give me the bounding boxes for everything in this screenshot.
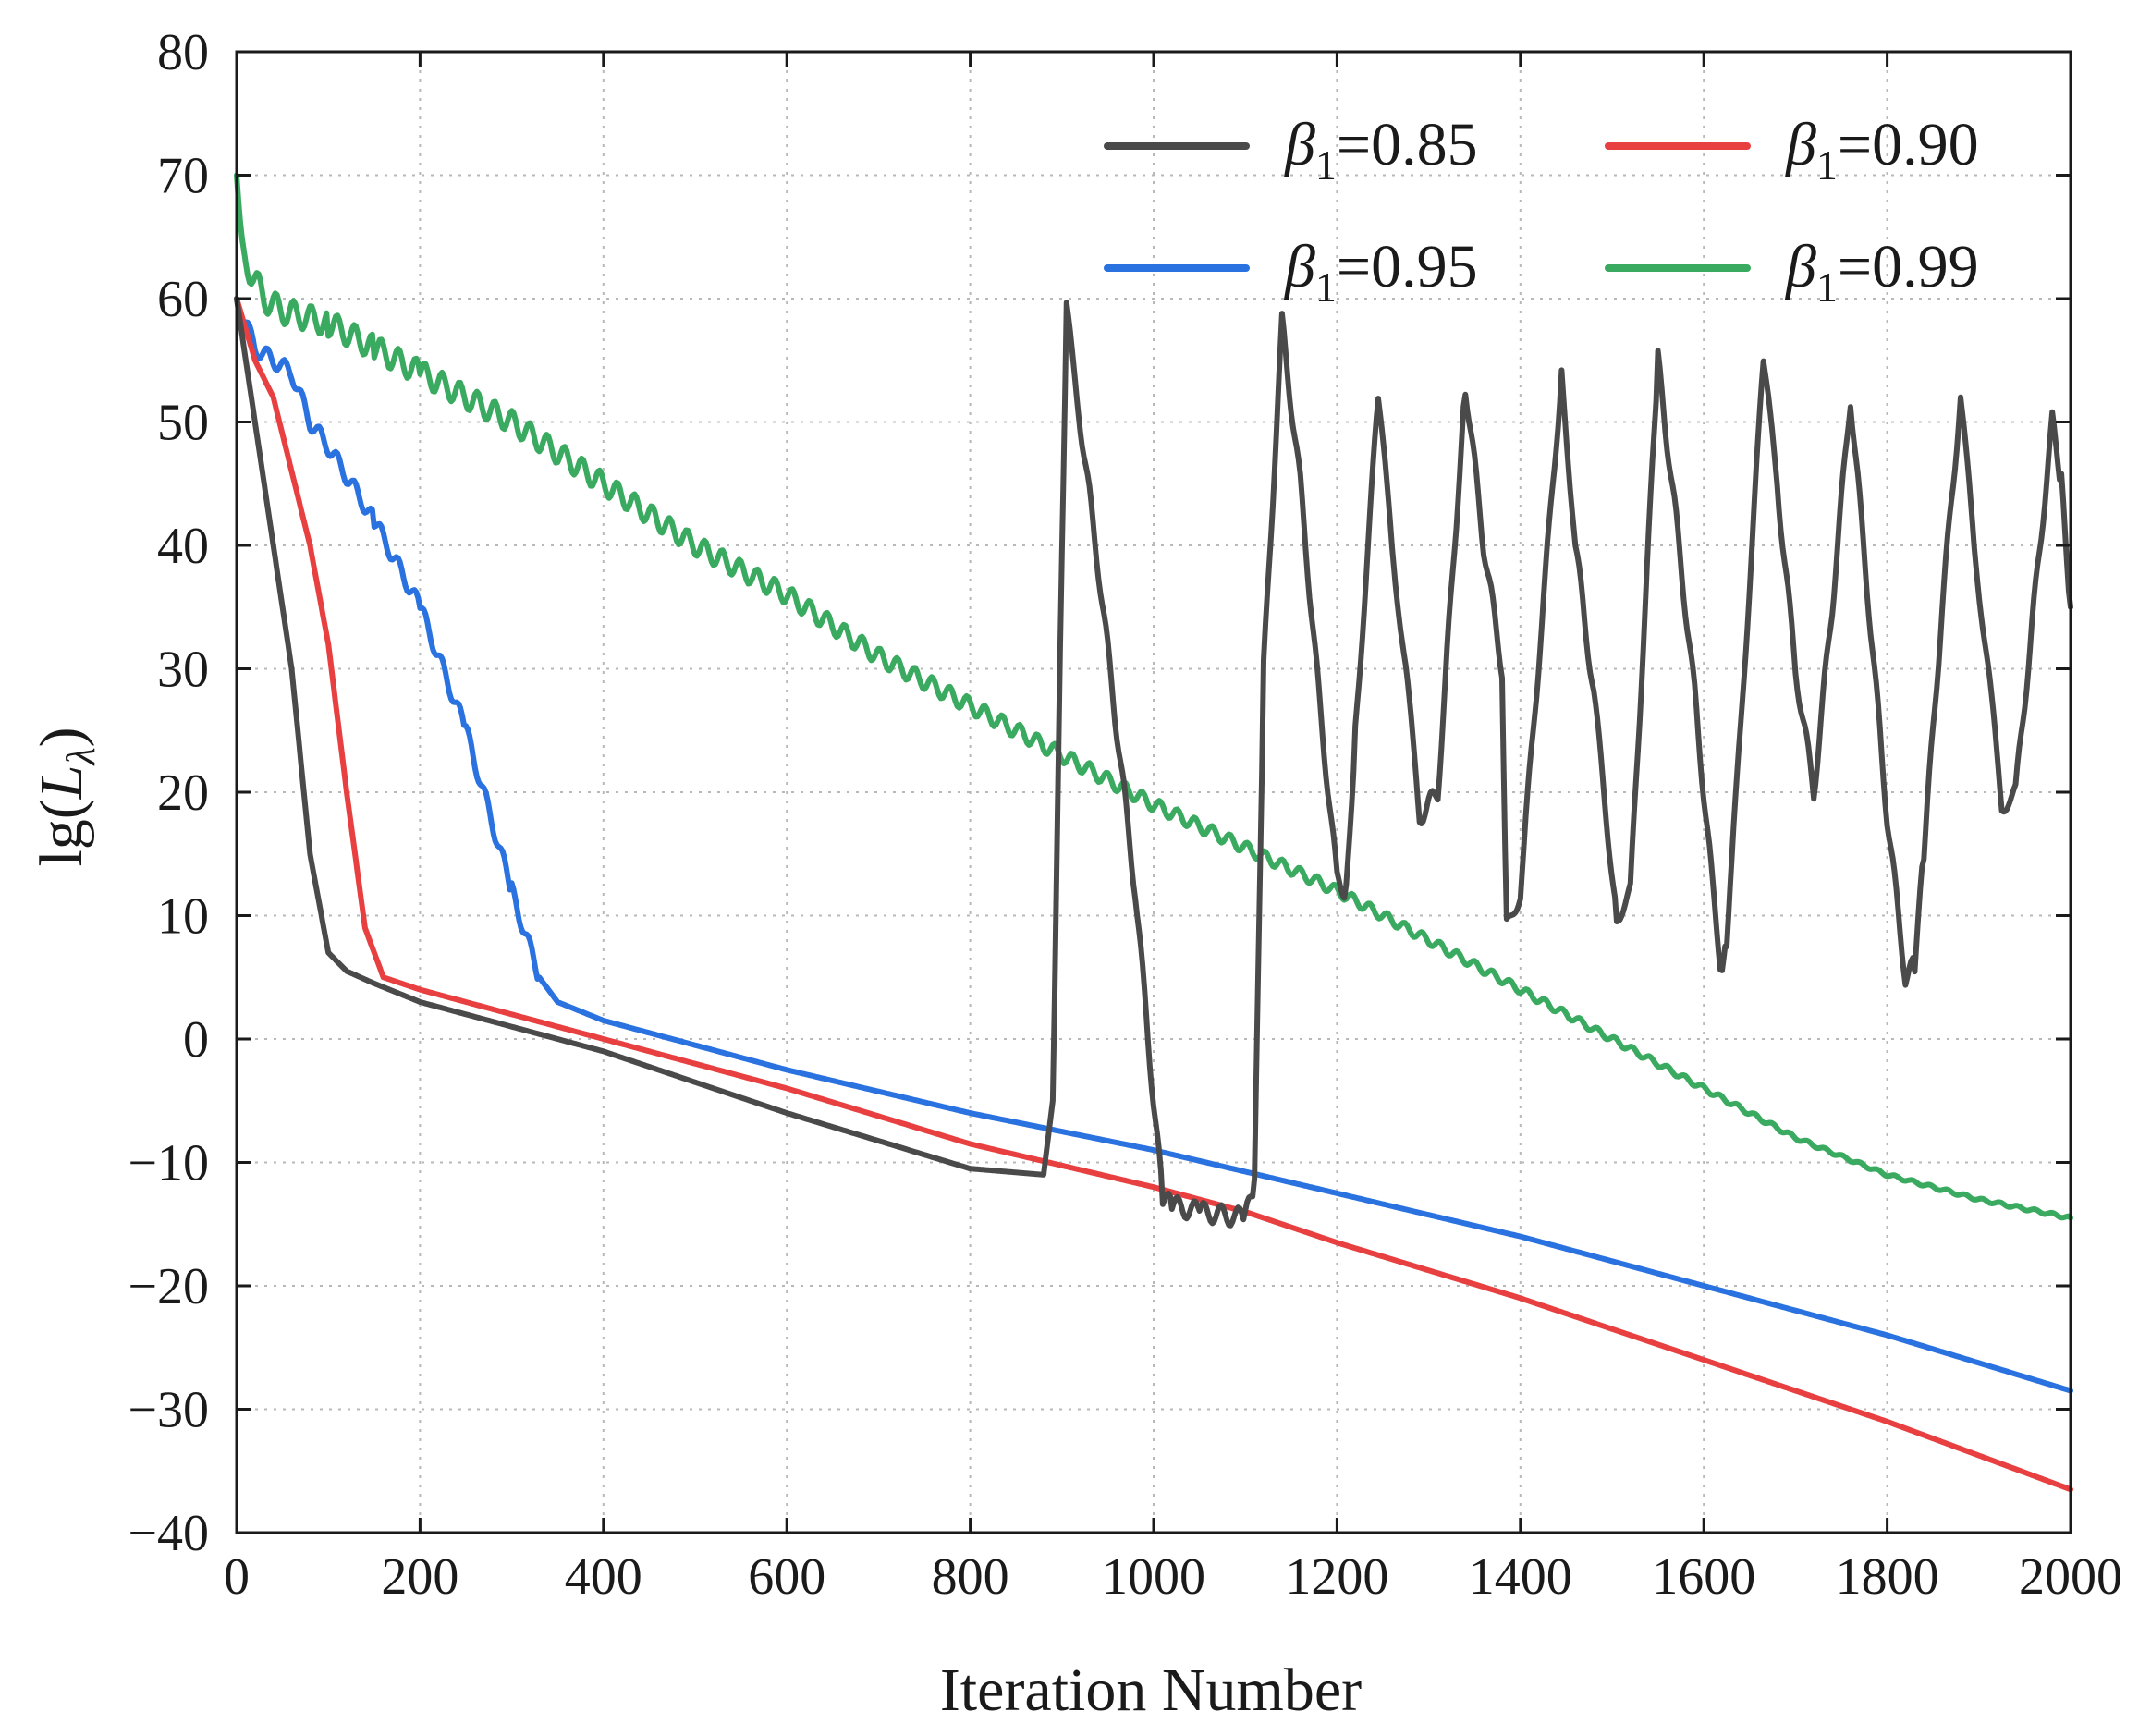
axis-ticks: [235, 50, 2072, 1534]
y-tick-label: 40: [157, 518, 209, 575]
y-tick-label: 20: [157, 764, 209, 822]
legend-item-1: β1=0.85: [1104, 111, 1478, 189]
legend-item-4: β1=0.99: [1605, 233, 1979, 311]
legend-label: β1=0.95: [1283, 233, 1478, 311]
legend-label: β1=0.90: [1784, 111, 1979, 189]
y-tick-labels: −40 −30 −20 −10 0 10 20 30 40 50 60 70 80: [128, 24, 209, 1562]
x-tick-label: 1400: [1469, 1548, 1572, 1606]
legend: β1=0.85 β1=0.90 β1=0.95 β1=0.99: [1104, 111, 1979, 311]
legend-item-3: β1=0.95: [1104, 233, 1478, 311]
x-tick-label: 1000: [1102, 1548, 1205, 1606]
y-tick-label: 10: [157, 888, 209, 946]
y-tick-label: 0: [183, 1011, 209, 1069]
y-axis-title: lg(Lλ): [28, 727, 104, 866]
x-tick-label: 2000: [2019, 1548, 2122, 1606]
x-tick-label: 1800: [1836, 1548, 1939, 1606]
x-tick-label: 200: [381, 1548, 458, 1606]
y-tick-label: −40: [128, 1505, 209, 1562]
x-tick-label: 0: [224, 1548, 250, 1606]
y-tick-label: −20: [128, 1258, 209, 1315]
x-tick-label: 600: [748, 1548, 825, 1606]
x-axis-title: Iteration Number: [940, 1657, 1362, 1724]
series-line-3: β1=0.95: [234, 296, 2073, 1394]
y-tick-label: 60: [157, 271, 209, 328]
y-tick-label: −30: [128, 1382, 209, 1439]
legend-label: β1=0.85: [1283, 111, 1478, 189]
y-tick-label: −10: [128, 1135, 209, 1192]
y-tick-label: 30: [157, 642, 209, 699]
y-tick-label: 70: [157, 148, 209, 205]
x-tick-label: 1600: [1652, 1548, 1755, 1606]
x-tick-label: 400: [565, 1548, 642, 1606]
series-line-2: β1=0.90: [234, 296, 2073, 1493]
x-tick-label: 800: [932, 1548, 1009, 1606]
x-tick-labels: 0 200 400 600 800 1000 1200 1400 1600 1800 2000: [224, 1548, 2122, 1606]
y-tick-label: 50: [157, 395, 209, 452]
y-tick-label: 80: [157, 24, 209, 81]
series-line-1: β1=0.85: [234, 296, 2073, 1229]
legend-label: β1=0.99: [1784, 233, 1979, 311]
legend-item-2: β1=0.90: [1605, 111, 1979, 189]
series-line-4: β1=0.99: [234, 172, 2073, 1221]
x-tick-label: 1200: [1285, 1548, 1388, 1606]
